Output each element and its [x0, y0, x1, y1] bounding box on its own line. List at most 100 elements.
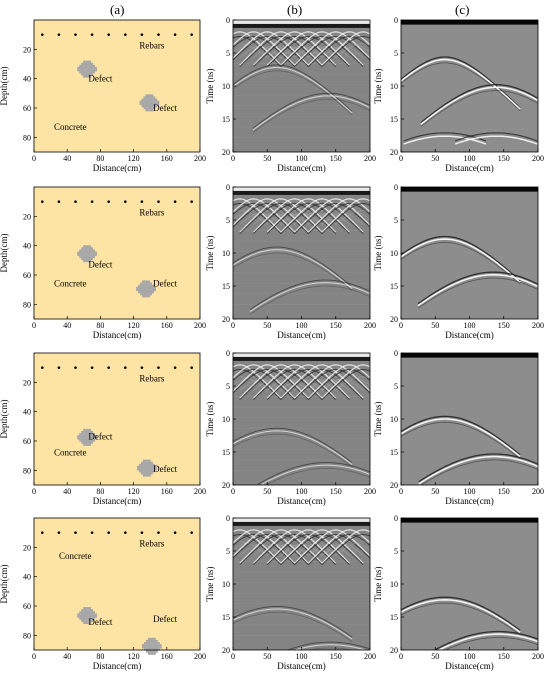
- processed-xlabel: Distance(cm): [445, 330, 493, 340]
- rebar-dot: [41, 200, 44, 203]
- processed-xtick-label: 100: [464, 652, 476, 661]
- rebar-hyperbola-shadow: [233, 368, 295, 400]
- model-xlabel: Distance(cm): [93, 661, 141, 671]
- raw-ylabel: Time (ns): [205, 236, 215, 271]
- rebar-hyperbola: [280, 529, 364, 564]
- raw-ylabel: Time (ns): [205, 567, 215, 602]
- raw-reflection-group: [233, 518, 370, 650]
- rebar-multiple: [233, 210, 282, 225]
- defect-shape: [141, 637, 162, 655]
- defect-label: Defect: [88, 260, 112, 270]
- rebar-multiple: [308, 43, 364, 58]
- rebars-label: Rebars: [139, 41, 164, 51]
- rebar-hyperbola: [307, 31, 370, 66]
- processed-reflection-group: [401, 518, 538, 650]
- direct-wave-band: [233, 187, 370, 191]
- rebar-hyperbola: [233, 198, 282, 233]
- raw-radargram-panel-1: 0 50 100 150 200 0 5 10 15 20 Distance(cm) Time (ns…: [205, 16, 376, 173]
- rebar-multiple: [233, 541, 282, 556]
- rebar-dot: [124, 531, 127, 534]
- rebar-hyperbola-shadow: [294, 368, 370, 400]
- defect-label: Defect: [153, 464, 177, 474]
- rebar-dot: [107, 531, 110, 534]
- raw-reflection-group: [233, 187, 370, 319]
- defect-hyperbola-tail: [265, 468, 370, 485]
- processed-ytick-label: 10: [390, 580, 398, 589]
- rebar-hyperbola-shadow: [294, 533, 370, 565]
- defect-label: Defect: [88, 432, 112, 442]
- processed-ylabel: Time (ns): [373, 69, 383, 104]
- defect-shape: [136, 280, 156, 298]
- rebar-hyperbola: [294, 198, 370, 233]
- defect-hyperbola-tail: [401, 241, 521, 285]
- rebar-dot: [41, 531, 44, 534]
- rebar-multiple: [294, 43, 350, 58]
- raw-xtick-label: 0: [231, 652, 235, 661]
- rebar-hyperbola-shadow: [233, 35, 295, 67]
- processed-ytick-label: 5: [394, 547, 398, 556]
- rebar-hyperbola: [321, 198, 370, 233]
- raw-xtick-label: 150: [330, 487, 342, 496]
- defect-hyperbola-tail: [252, 98, 370, 133]
- defect-label: Defect: [153, 103, 177, 113]
- processed-ylabel: Time (ns): [373, 402, 383, 437]
- rebar-multiple: [267, 376, 323, 391]
- rebar-dot: [173, 531, 177, 534]
- model-xlabel: Distance(cm): [93, 330, 141, 340]
- defect-label: Defect: [88, 74, 112, 84]
- model-xtick-label: 80: [96, 652, 104, 661]
- raw-ytick-label: 10: [222, 82, 230, 91]
- defect-shape: [77, 245, 98, 263]
- rebar-hyperbola: [280, 198, 364, 233]
- processed-xtick-label: 100: [464, 487, 476, 496]
- rebar-dot: [74, 33, 77, 36]
- processed-ytick-label: 15: [390, 115, 398, 124]
- defect-hyperbola-dark: [401, 596, 521, 632]
- rebar-dot: [41, 366, 44, 369]
- processed-xtick-label: 200: [532, 321, 544, 330]
- rebar-dot: [157, 33, 160, 36]
- defect-hyperbola: [233, 608, 353, 640]
- processed-xlabel: Distance(cm): [445, 661, 493, 671]
- rebar-multiple: [308, 210, 364, 225]
- rebar-dot: [57, 531, 61, 534]
- defect-label: Defect: [153, 279, 177, 289]
- defect-multiple-hyperbola: [454, 135, 538, 145]
- rebar-hyperbola: [321, 364, 370, 399]
- rebar-hyperbola: [307, 529, 370, 564]
- rebar-dot: [41, 33, 44, 36]
- radargram-background: [233, 353, 370, 485]
- model-xtick-label: 120: [128, 321, 140, 330]
- raw-xlabel: Distance(cm): [277, 163, 325, 173]
- raw-ytick-label: 15: [222, 282, 230, 291]
- processed-xlabel: Distance(cm): [445, 163, 493, 173]
- processed-ytick-label: 10: [390, 249, 398, 258]
- processed-ytick-label: 20: [390, 646, 398, 655]
- rebar-dot: [107, 33, 110, 36]
- rebar-multiple: [239, 210, 295, 225]
- rebar-hyperbola-shadow: [280, 368, 364, 400]
- concrete-background: [34, 353, 200, 485]
- raw-xtick-label: 150: [330, 652, 342, 661]
- raw-ytick-label: 15: [222, 448, 230, 457]
- model-ytick-label: 40: [23, 573, 31, 582]
- rebar-dot: [124, 366, 127, 369]
- defect-hyperbola-dark: [233, 64, 353, 112]
- defect-hyperbola-tail: [249, 285, 370, 315]
- raw-radargram-panel-2: 0 50 100 150 200 0 5 10 15 20 Distance(cm) Time (ns…: [205, 183, 376, 340]
- raw-xtick-label: 200: [364, 487, 376, 496]
- raw-xtick-label: 50: [263, 154, 271, 163]
- raw-xtick-label: 150: [330, 154, 342, 163]
- rebars-label: Rebars: [139, 539, 164, 549]
- processed-ytick-label: 15: [390, 448, 398, 457]
- model-xtick-label: 80: [96, 487, 104, 496]
- processed-reflection-group: [401, 353, 538, 485]
- defect-hyperbola-dark: [417, 271, 538, 305]
- rebar-hyperbola: [307, 364, 370, 399]
- rebar-hyperbola-shadow: [321, 368, 370, 400]
- model-ytick-label: 60: [23, 437, 31, 446]
- processed-ytick-label: 10: [390, 82, 398, 91]
- rebar-dot: [74, 366, 77, 369]
- direct-wave-band: [401, 353, 538, 358]
- model-xtick-label: 40: [63, 652, 71, 661]
